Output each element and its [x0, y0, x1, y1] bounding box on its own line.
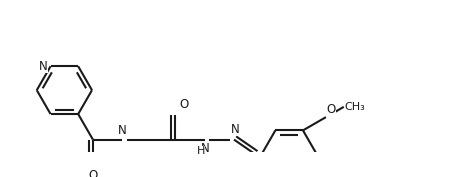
Text: O: O — [179, 98, 188, 111]
Text: N: N — [200, 142, 209, 155]
Text: O: O — [88, 169, 97, 177]
Text: H: H — [118, 124, 126, 135]
Text: O: O — [326, 103, 336, 116]
Text: N: N — [230, 123, 239, 136]
Text: N: N — [39, 60, 48, 73]
Text: CH₃: CH₃ — [344, 102, 364, 112]
Text: H: H — [196, 147, 205, 156]
Text: N: N — [118, 124, 126, 137]
